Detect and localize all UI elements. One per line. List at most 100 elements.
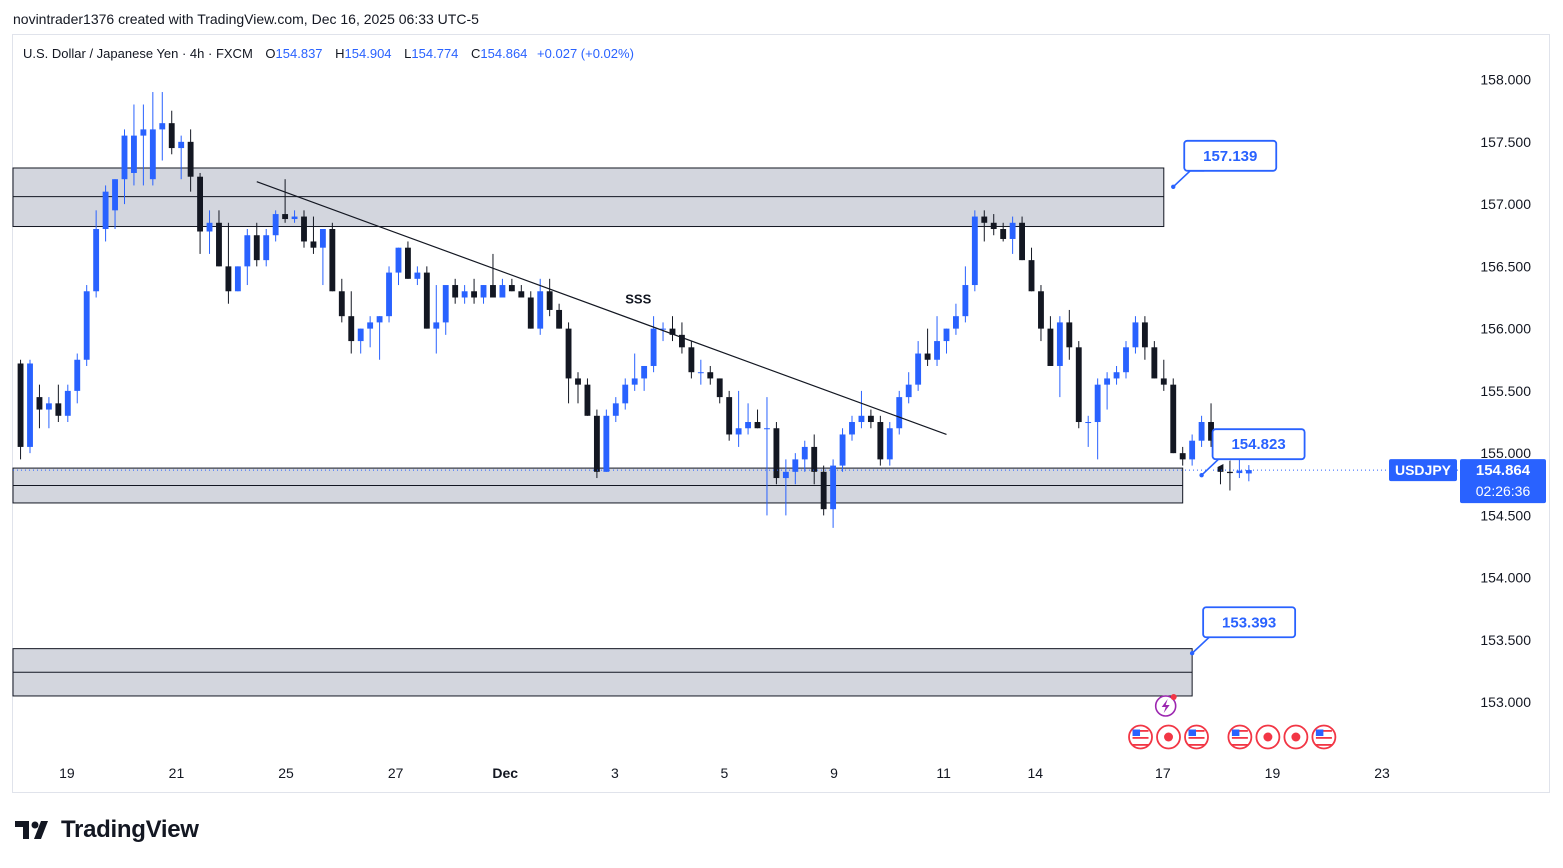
time-axis[interactable]: 19 21 25 27 Dec 3 5 9 11 14 17 19 23	[59, 765, 1390, 781]
candle-body	[178, 141, 185, 149]
candle-body	[405, 247, 411, 279]
candle-body	[905, 384, 912, 398]
candles-layer	[17, 92, 1252, 528]
candle-body	[1236, 470, 1243, 474]
price-tick-label: 156.000	[1480, 321, 1531, 337]
candle-body	[197, 176, 204, 232]
tradingview-logo[interactable]: TradingView	[15, 816, 199, 844]
candle-body	[149, 129, 156, 180]
price-tick-label: 157.000	[1480, 196, 1531, 212]
chart-pane[interactable]	[12, 34, 1550, 793]
lightning-icon	[1161, 699, 1170, 713]
flag-stripe	[1315, 730, 1332, 732]
candle-body	[1028, 260, 1035, 292]
flag-canton	[1315, 729, 1324, 736]
candle-body	[55, 403, 62, 416]
flag-stripe	[1132, 737, 1149, 739]
flag-canton	[1132, 729, 1141, 736]
time-tick-label: 14	[1028, 765, 1044, 781]
candle-body	[603, 415, 610, 472]
price-tick-label: 154.500	[1480, 507, 1531, 523]
ohlc-legend: U.S. Dollar / Japanese Yen · 4h · FXCM O…	[23, 46, 634, 61]
us-flag-icon	[1188, 729, 1205, 746]
flag-canton	[1231, 729, 1240, 736]
candle-body	[858, 415, 865, 423]
candle-body	[206, 222, 213, 232]
callout-pointer-3	[1191, 636, 1224, 654]
price-tick-label: 156.500	[1480, 258, 1531, 274]
candle-body	[140, 129, 147, 136]
candle-body	[395, 247, 402, 273]
flag-stripe	[1231, 740, 1248, 743]
candle-body	[1047, 328, 1054, 366]
candle-body	[1038, 291, 1044, 329]
candle-body	[442, 285, 449, 323]
price-axis[interactable]: 158.000 157.500 157.000 156.500 156.000 155.5…	[1480, 72, 1531, 711]
candle-body	[981, 216, 988, 223]
candle-body	[74, 359, 81, 391]
time-tick-label: 19	[1265, 765, 1281, 781]
price-tag: USDJPY 154.864 02:26:36	[1389, 459, 1546, 504]
candle-body	[131, 135, 137, 173]
candle-body	[565, 328, 572, 379]
events-layer	[1128, 694, 1337, 750]
candle-body	[1132, 322, 1139, 348]
candle-body	[17, 363, 24, 447]
candle-body	[820, 471, 827, 510]
callout-label-3: 153.393	[1222, 614, 1276, 631]
candle-body	[669, 328, 676, 335]
candle-body	[490, 285, 496, 298]
candle-body	[64, 390, 71, 416]
candle-body	[622, 384, 629, 404]
time-tick-label: 23	[1374, 765, 1390, 781]
chart-credit: novintrader1376 created with TradingView…	[13, 11, 479, 27]
candle-body	[1056, 322, 1063, 366]
candle-body	[1245, 470, 1252, 474]
candle-body	[1094, 384, 1101, 423]
bar-countdown: 02:26:36	[1476, 483, 1531, 499]
flag-stripe	[1188, 730, 1205, 732]
callout-anchor-1	[1171, 184, 1176, 189]
candle-body	[943, 328, 950, 342]
flag-stripe	[1231, 733, 1248, 736]
candle-body	[631, 378, 638, 385]
flag-stripe	[1231, 744, 1248, 746]
high-value: 154.904	[344, 46, 392, 61]
candle-body	[1151, 347, 1158, 379]
candle-body	[962, 285, 969, 317]
flag-stripe	[1132, 740, 1149, 743]
callout-label-2: 154.823	[1231, 436, 1285, 453]
candle-body	[934, 341, 940, 360]
candle-body	[112, 179, 118, 211]
candle-body	[556, 309, 563, 329]
candle-body	[216, 222, 222, 267]
candle-body	[329, 229, 336, 292]
candle-body	[423, 272, 430, 329]
candle-body	[773, 428, 780, 479]
candle-body	[830, 465, 837, 510]
candle-body	[83, 291, 90, 360]
candle-body	[159, 123, 166, 130]
price-tick-label: 153.500	[1480, 632, 1531, 648]
us-flag-icon	[1231, 729, 1248, 746]
candle-body	[801, 446, 808, 460]
flag-canton	[1188, 729, 1197, 736]
japan-flag-icon	[1291, 732, 1301, 742]
candle-body	[27, 363, 33, 447]
flag-stripe	[1188, 740, 1205, 743]
candle-body	[1113, 372, 1120, 379]
candle-body	[782, 471, 789, 479]
symbol-description[interactable]: U.S. Dollar / Japanese Yen · 4h · FXCM	[23, 46, 253, 61]
candle-body	[518, 291, 525, 298]
us-flag-icon	[1315, 729, 1332, 746]
candle-body	[45, 403, 52, 410]
candle-body	[1123, 347, 1129, 373]
candle-body	[263, 235, 270, 261]
candle-body	[593, 415, 600, 472]
candle-body	[310, 241, 317, 248]
candle-body	[102, 191, 109, 230]
candle-body	[1000, 229, 1007, 239]
time-tick-label: 25	[278, 765, 294, 781]
flag-stripe	[1188, 733, 1205, 736]
